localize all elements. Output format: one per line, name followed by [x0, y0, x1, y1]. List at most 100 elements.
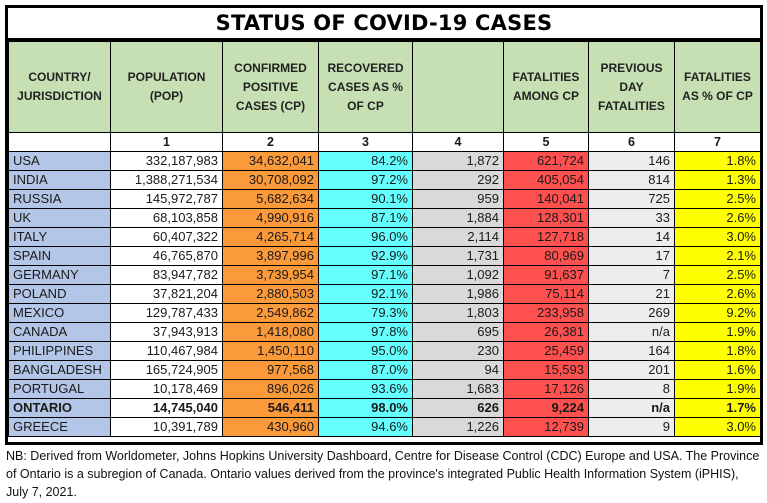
covid-status-table-frame: STATUS OF COVID-19 CASES COUNTRY/ JURISD…: [5, 5, 763, 445]
col4-cell: 959: [412, 189, 504, 209]
fatality-pct-cell: 9.2%: [674, 303, 761, 323]
previous-day-cell: n/a: [588, 322, 675, 342]
recovered-pct-cell: 92.1%: [318, 284, 413, 304]
country-cell: INDIA: [8, 170, 111, 190]
table-body: USA 332,187,983 34,632,041 84.2% 1,872 621,72…: [8, 151, 761, 437]
column-number: 2: [222, 132, 319, 152]
fatalities-cell: 127,718: [503, 227, 589, 247]
confirmed-cell: 546,411: [222, 398, 319, 418]
table-row: ITALY 60,407,322 4,265,714 96.0% 2,114 127,71…: [8, 227, 761, 247]
header-previous-day: PREVIOUS DAY FATALITIES: [588, 41, 675, 133]
confirmed-cell: 977,568: [222, 360, 319, 380]
table-row: SPAIN 46,765,870 3,897,996 92.9% 1,731 80,969…: [8, 246, 761, 266]
confirmed-cell: 3,897,996: [222, 246, 319, 266]
column-number: 4: [412, 132, 504, 152]
confirmed-cell: 34,632,041: [222, 151, 319, 171]
country-cell: BANGLADESH: [8, 360, 111, 380]
footnote: NB: Derived from Worldometer, Johns Hopk…: [6, 449, 760, 499]
country-cell: GREECE: [8, 417, 111, 437]
fatality-pct-cell: 2.1%: [674, 246, 761, 266]
fatalities-cell: 128,301: [503, 208, 589, 228]
population-cell: 10,391,789: [110, 417, 223, 437]
fatality-pct-cell: 1.8%: [674, 151, 761, 171]
recovered-pct-cell: 97.8%: [318, 322, 413, 342]
confirmed-cell: 3,739,954: [222, 265, 319, 285]
previous-day-cell: n/a: [588, 398, 675, 418]
col4-cell: 94: [412, 360, 504, 380]
previous-day-cell: 814: [588, 170, 675, 190]
fatalities-cell: 25,459: [503, 341, 589, 361]
country-cell: PHILIPPINES: [8, 341, 111, 361]
population-cell: 145,972,787: [110, 189, 223, 209]
col4-cell: 1,092: [412, 265, 504, 285]
col4-cell: 1,731: [412, 246, 504, 266]
col4-cell: 2,114: [412, 227, 504, 247]
table-row: GREECE 10,391,789 430,960 94.6% 1,226 12,739 9…: [8, 417, 761, 437]
table-row: RUSSIA 145,972,787 5,682,634 90.1% 959 140,04…: [8, 189, 761, 209]
table-row: MEXICO 129,787,433 2,549,862 79.3% 1,803 233,…: [8, 303, 761, 323]
confirmed-cell: 5,682,634: [222, 189, 319, 209]
recovered-pct-cell: 92.9%: [318, 246, 413, 266]
table-row: POLAND 37,821,204 2,880,503 92.1% 1,986 75,11…: [8, 284, 761, 304]
country-cell: SPAIN: [8, 246, 111, 266]
confirmed-cell: 4,265,714: [222, 227, 319, 247]
column-number: 1: [110, 132, 223, 152]
fatality-pct-cell: 1.9%: [674, 322, 761, 342]
header-country: COUNTRY/ JURISDICTION: [8, 41, 111, 133]
previous-day-cell: 14: [588, 227, 675, 247]
table-row: CANADA 37,943,913 1,418,080 97.8% 695 26,381 n…: [8, 322, 761, 342]
col4-cell: 695: [412, 322, 504, 342]
previous-day-cell: 146: [588, 151, 675, 171]
fatality-pct-cell: 1.6%: [674, 360, 761, 380]
col4-cell: 626: [412, 398, 504, 418]
table-row: UK 68,103,858 4,990,916 87.1% 1,884 128,301 33…: [8, 208, 761, 228]
header-fatalities: FATALITIES AMONG CP: [503, 41, 589, 133]
table-row: BANGLADESH 165,724,905 977,568 87.0% 94 15,59…: [8, 360, 761, 380]
country-cell: UK: [8, 208, 111, 228]
recovered-pct-cell: 84.2%: [318, 151, 413, 171]
previous-day-cell: 21: [588, 284, 675, 304]
fatality-pct-cell: 3.0%: [674, 417, 761, 437]
recovered-pct-cell: 79.3%: [318, 303, 413, 323]
population-cell: 332,187,983: [110, 151, 223, 171]
fatality-pct-cell: 1.9%: [674, 379, 761, 399]
population-cell: 10,178,469: [110, 379, 223, 399]
recovered-pct-cell: 90.1%: [318, 189, 413, 209]
country-cell: ITALY: [8, 227, 111, 247]
country-cell: CANADA: [8, 322, 111, 342]
recovered-pct-cell: 95.0%: [318, 341, 413, 361]
recovered-pct-cell: 87.0%: [318, 360, 413, 380]
fatalities-cell: 405,054: [503, 170, 589, 190]
confirmed-cell: 2,549,862: [222, 303, 319, 323]
country-cell: RUSSIA: [8, 189, 111, 209]
fatality-pct-cell: 1.3%: [674, 170, 761, 190]
population-cell: 60,407,322: [110, 227, 223, 247]
column-number: 3: [318, 132, 413, 152]
recovered-pct-cell: 97.1%: [318, 265, 413, 285]
fatalities-cell: 91,637: [503, 265, 589, 285]
col4-cell: 1,872: [412, 151, 504, 171]
country-cell: POLAND: [8, 284, 111, 304]
column-number: 7: [674, 132, 761, 152]
fatalities-cell: 15,593: [503, 360, 589, 380]
header-col4: [412, 41, 504, 133]
confirmed-cell: 2,880,503: [222, 284, 319, 304]
fatalities-cell: 621,724: [503, 151, 589, 171]
col4-cell: 1,683: [412, 379, 504, 399]
recovered-pct-cell: 96.0%: [318, 227, 413, 247]
fatality-pct-cell: 3.0%: [674, 227, 761, 247]
confirmed-cell: 430,960: [222, 417, 319, 437]
population-cell: 37,943,913: [110, 322, 223, 342]
population-cell: 83,947,782: [110, 265, 223, 285]
header-confirmed: CONFIRMED POSITIVE CASES (CP): [222, 41, 319, 133]
header-recovered-pct: RECOVERED CASES AS % OF CP: [318, 41, 413, 133]
fatalities-cell: 140,041: [503, 189, 589, 209]
recovered-pct-cell: 97.2%: [318, 170, 413, 190]
fatalities-cell: 9,224: [503, 398, 589, 418]
confirmed-cell: 896,026: [222, 379, 319, 399]
confirmed-cell: 1,418,080: [222, 322, 319, 342]
fatalities-cell: 233,958: [503, 303, 589, 323]
previous-day-cell: 8: [588, 379, 675, 399]
previous-day-cell: 33: [588, 208, 675, 228]
population-cell: 14,745,040: [110, 398, 223, 418]
